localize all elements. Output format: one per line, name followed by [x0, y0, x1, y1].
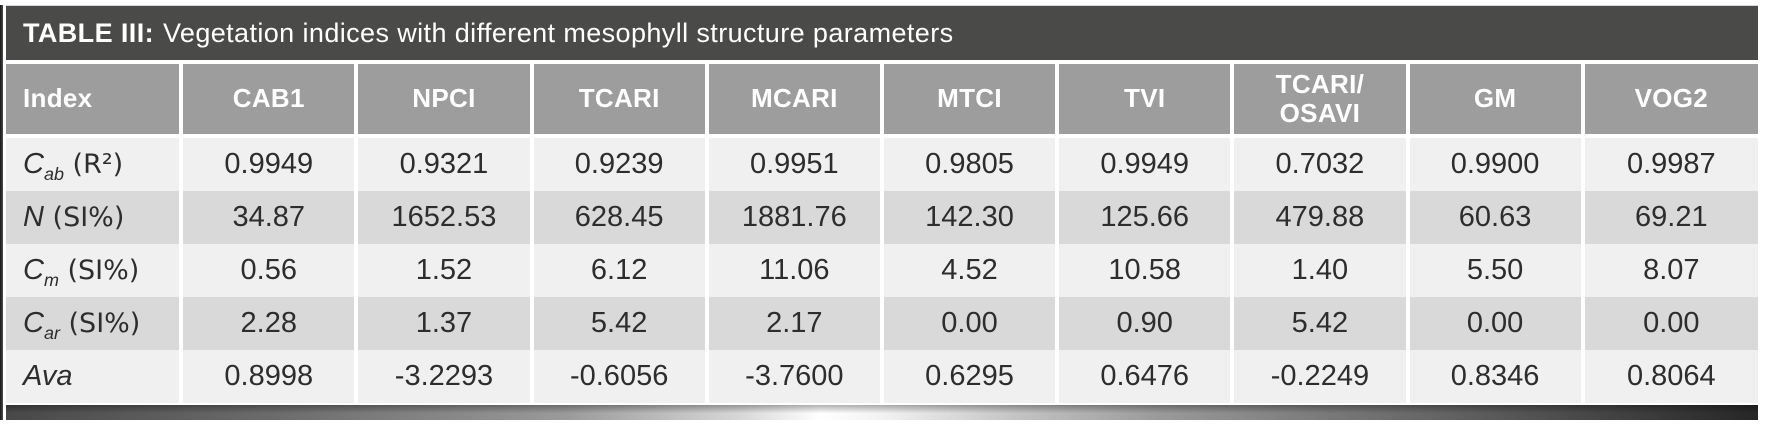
- cell-mcari: -3.7600: [704, 350, 882, 403]
- table-row: Cm (SI%) 0.56 1.52 6.12 11.06 4.52 10.58 1.40 5.…: [6, 244, 1758, 297]
- table-row: N (SI%) 34.87 1652.53 628.45 1881.76 142.30 12…: [6, 191, 1758, 244]
- cell-tcari-osavi: 0.7032: [1230, 136, 1408, 191]
- cell-tcari: 0.9239: [529, 136, 707, 191]
- page-edge-shadow-line: [0, 5, 3, 420]
- cell-tvi: 125.66: [1055, 191, 1233, 244]
- row-label: Car (SI%): [6, 297, 182, 350]
- cell-vog2: 0.00: [1580, 297, 1758, 350]
- cell-npci: -3.2293: [354, 350, 532, 403]
- cell-mtci: 4.52: [879, 244, 1058, 297]
- cell-tcari-osavi: -0.2249: [1230, 350, 1408, 403]
- cell-tcari: -0.6056: [529, 350, 707, 403]
- column-header-cab1: CAB1: [179, 64, 357, 138]
- table-title-text: Vegetation indices with different mesoph…: [162, 17, 954, 48]
- cell-gm: 0.8346: [1405, 350, 1583, 403]
- cell-npci: 1.37: [354, 297, 532, 350]
- cell-gm: 0.00: [1405, 297, 1583, 350]
- cell-mtci: 0.9805: [879, 136, 1058, 191]
- cell-vog2: 0.8064: [1580, 350, 1758, 403]
- column-header-mcari: MCARI: [704, 64, 882, 138]
- column-header-mtci: MTCI: [879, 64, 1058, 138]
- cell-npci: 1.52: [354, 244, 532, 297]
- table-bottom-shadow: [6, 405, 1758, 420]
- cell-tvi: 0.9949: [1055, 136, 1233, 191]
- column-header-index: Index: [6, 64, 182, 138]
- cell-npci: 0.9321: [354, 136, 532, 191]
- table-row: Cab (R²) 0.9949 0.9321 0.9239 0.9951 0.9805 0.…: [6, 136, 1758, 191]
- vegetation-indices-table: TABLE III: Vegetation indices with diffe…: [6, 5, 1758, 420]
- cell-tvi: 10.58: [1055, 244, 1233, 297]
- table-row: Ava 0.8998 -3.2293 -0.6056 -3.7600 0.6295 0.64…: [6, 350, 1758, 403]
- cell-mcari: 1881.76: [704, 191, 882, 244]
- table-title-bar: TABLE III: Vegetation indices with diffe…: [6, 6, 1758, 60]
- table-number-label: TABLE III:: [23, 17, 154, 48]
- column-header-tcari: TCARI: [529, 64, 707, 138]
- column-header-tvi: TVI: [1055, 64, 1233, 138]
- cell-tcari: 628.45: [529, 191, 707, 244]
- table-header-row: Index CAB1 NPCI TCARI MCARI MTCI TVI TCARI/OSAV…: [6, 64, 1758, 138]
- column-header-tcari-osavi: TCARI/OSAVI: [1230, 64, 1408, 138]
- cell-cab1: 0.8998: [179, 350, 357, 403]
- column-header-vog2: VOG2: [1580, 64, 1758, 138]
- cell-tcari: 5.42: [529, 297, 707, 350]
- cell-tcari-osavi: 1.40: [1230, 244, 1408, 297]
- cell-cab1: 0.9949: [179, 136, 357, 191]
- cell-mcari: 0.9951: [704, 136, 882, 191]
- cell-vog2: 8.07: [1580, 244, 1758, 297]
- cell-mtci: 0.00: [879, 297, 1058, 350]
- cell-gm: 5.50: [1405, 244, 1583, 297]
- cell-tcari-osavi: 479.88: [1230, 191, 1408, 244]
- cell-npci: 1652.53: [354, 191, 532, 244]
- row-label: N (SI%): [6, 191, 182, 244]
- data-table: Index CAB1 NPCI TCARI MCARI MTCI TVI TCARI/OSAV…: [6, 64, 1758, 403]
- cell-cab1: 2.28: [179, 297, 357, 350]
- cell-mcari: 11.06: [704, 244, 882, 297]
- cell-tvi: 0.6476: [1055, 350, 1233, 403]
- cell-tvi: 0.90: [1055, 297, 1233, 350]
- row-label: Ava: [6, 350, 182, 403]
- cell-mcari: 2.17: [704, 297, 882, 350]
- table-row: Car (SI%) 2.28 1.37 5.42 2.17 0.00 0.90 5.42 0.0…: [6, 297, 1758, 350]
- row-label: Cm (SI%): [6, 244, 182, 297]
- cell-cab1: 34.87: [179, 191, 357, 244]
- cell-cab1: 0.56: [179, 244, 357, 297]
- cell-mtci: 142.30: [879, 191, 1058, 244]
- row-label: Cab (R²): [6, 136, 182, 191]
- column-header-gm: GM: [1405, 64, 1583, 138]
- cell-mtci: 0.6295: [879, 350, 1058, 403]
- cell-tcari: 6.12: [529, 244, 707, 297]
- cell-gm: 0.9900: [1405, 136, 1583, 191]
- cell-vog2: 0.9987: [1580, 136, 1758, 191]
- cell-tcari-osavi: 5.42: [1230, 297, 1408, 350]
- cell-vog2: 69.21: [1580, 191, 1758, 244]
- column-header-npci: NPCI: [354, 64, 532, 138]
- cell-gm: 60.63: [1405, 191, 1583, 244]
